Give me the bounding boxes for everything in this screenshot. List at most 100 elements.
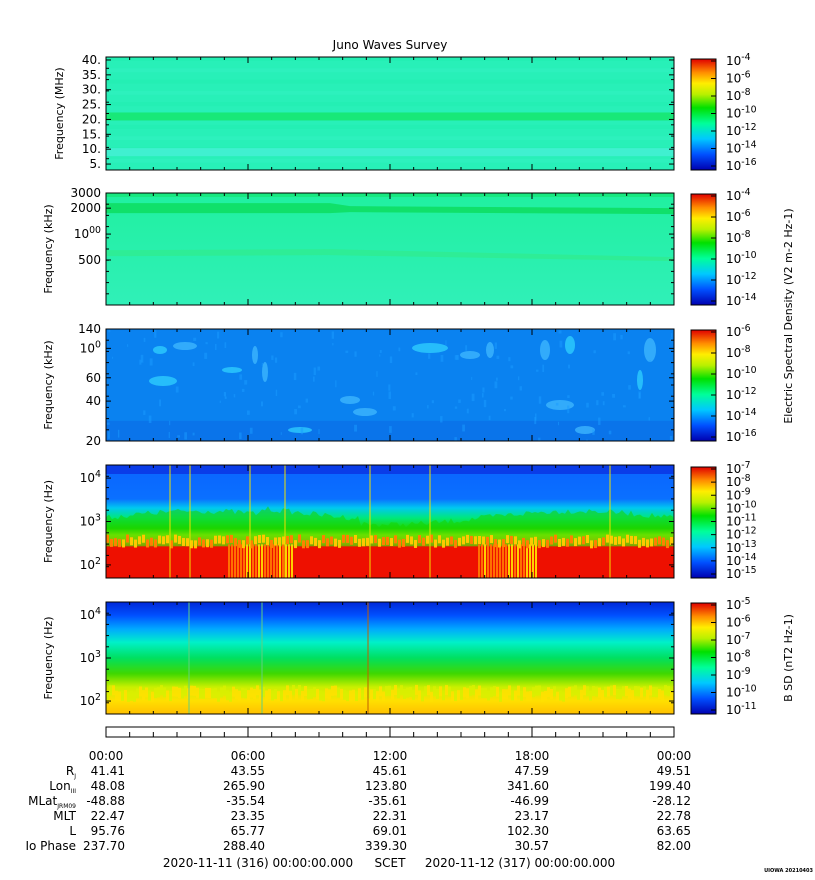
spectral-streak [511, 544, 513, 578]
ephemeris-value: 82.00 [657, 839, 691, 853]
noise-speck [168, 431, 170, 439]
y-tick-label: 5. [90, 157, 101, 171]
noise-speck [274, 357, 278, 363]
edge-speck [493, 686, 496, 697]
noise-speck [620, 334, 623, 340]
edge-speck [126, 534, 129, 543]
spectral-streak [276, 544, 278, 578]
edge-speck [526, 540, 529, 549]
noise-speck [388, 391, 392, 400]
emission-feature [575, 426, 595, 434]
edge-speck [193, 685, 196, 696]
footer-end-time: 2020-11-12 (317) 00:00:00.000 [425, 856, 615, 870]
edge-speck [474, 536, 477, 545]
edge-speck [426, 535, 429, 544]
edge-speck [554, 534, 557, 543]
edge-speck [262, 534, 265, 543]
edge-speck [202, 539, 205, 548]
noise-speck [293, 372, 297, 381]
colorbar-lfr-high: 10-6 10-8 10-10 10-12 10-14 10-16 [690, 323, 757, 444]
noise-speck [204, 352, 208, 359]
edge-speck [184, 685, 187, 696]
edge-speck [349, 690, 352, 701]
edge-speck [394, 535, 397, 544]
colorbar-tick-label: 10-8 [726, 344, 751, 360]
edge-speck [250, 687, 253, 698]
edge-speck [634, 536, 637, 545]
ephemeris-row-label: MLT [53, 809, 76, 823]
spectrogram-stripe [106, 124, 674, 129]
edge-speck [306, 540, 309, 549]
noise-speck [508, 357, 511, 362]
spectrogram-lfr-b [106, 602, 674, 714]
ephemeris-value: 43.55 [231, 764, 265, 778]
noise-speck [494, 342, 497, 349]
edge-speck [235, 689, 238, 700]
edge-speck [562, 537, 565, 546]
edge-speck [343, 689, 346, 700]
colorbar-tick-label: 10-14 [726, 140, 757, 156]
edge-speck [358, 538, 361, 547]
edge-speck [498, 539, 501, 548]
colorbars: 10-410-610-810-1010-1210-1410-1610-410-6… [690, 52, 795, 717]
noise-speck [241, 388, 245, 392]
ephemeris-value: 123.80 [365, 779, 407, 793]
edge-speck [658, 536, 661, 545]
colorbar-tick-label: 10-11 [726, 513, 757, 529]
spectral-streak [517, 544, 519, 578]
edge-speck [226, 535, 229, 544]
ephemeris-row-label: Io Phase [25, 839, 76, 853]
noise-speck [627, 351, 630, 355]
noise-speck [471, 376, 473, 380]
spectrogram-stripe [106, 158, 674, 163]
noise-speck [215, 343, 217, 351]
edge-speck [238, 539, 241, 548]
edge-speck [412, 689, 415, 700]
edge-speck [559, 690, 562, 701]
edge-speck [546, 539, 549, 548]
edge-speck [538, 685, 541, 696]
edge-speck [622, 538, 625, 547]
ephemeris-value: 45.61 [373, 764, 407, 778]
edge-speck [202, 688, 205, 699]
edge-speck [466, 534, 469, 543]
emission-band [106, 249, 674, 262]
noise-speck [159, 399, 162, 407]
edge-speck [457, 690, 460, 701]
edge-speck [544, 690, 547, 701]
y-tick-label: 104 [80, 469, 101, 485]
edge-speck [157, 687, 160, 698]
edge-speck [574, 538, 577, 547]
spectrogram-stripe [106, 136, 674, 141]
colorbar-gradient [690, 602, 717, 715]
edge-speck [318, 540, 321, 549]
spectral-streak [532, 544, 534, 578]
noise-speck [193, 337, 197, 342]
edge-speck [490, 535, 493, 544]
ephemeris-value: 65.77 [231, 824, 265, 838]
edge-speck [122, 539, 125, 548]
edge-speck [196, 687, 199, 698]
spectral-streak [261, 544, 263, 578]
spectral-streak [502, 544, 504, 578]
noise-speck [415, 372, 418, 376]
edge-speck [307, 689, 310, 700]
edge-speck [274, 688, 277, 699]
edge-speck [374, 535, 377, 544]
spectrogram-lfr-high [106, 329, 674, 441]
footer-start-time: 2020-11-11 (316) 00:00:00.000 [163, 856, 353, 870]
spectrogram-stripe [106, 102, 674, 107]
edge-speck [622, 686, 625, 697]
edge-speck [182, 537, 185, 546]
plot-title: Juno Waves Survey [332, 38, 448, 52]
edge-speck [649, 685, 652, 696]
noise-speck [519, 386, 522, 391]
noise-speck [428, 353, 431, 359]
spectral-streak [279, 544, 281, 578]
edge-speck [138, 536, 141, 545]
noise-speck [494, 381, 498, 389]
emission-feature [222, 367, 242, 373]
edge-speck [643, 686, 646, 697]
y-tick-label: 3000 [70, 186, 101, 200]
emission-feature [252, 346, 258, 364]
